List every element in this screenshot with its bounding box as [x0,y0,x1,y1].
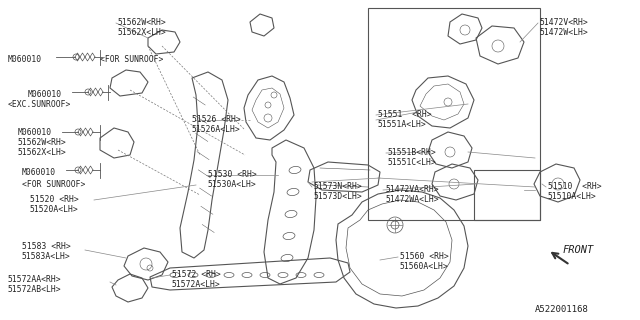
Text: 51572AB<LH>: 51572AB<LH> [8,285,61,294]
Text: M060010: M060010 [22,168,56,177]
Text: 51572A<LH>: 51572A<LH> [172,280,221,289]
Text: <FOR SUNROOF>: <FOR SUNROOF> [22,180,85,189]
Text: 51551C<LH>: 51551C<LH> [388,158,436,167]
Text: 51572AA<RH>: 51572AA<RH> [8,275,61,284]
Text: 51526A<LH>: 51526A<LH> [192,125,241,134]
Text: 51562W<RH>: 51562W<RH> [118,18,167,27]
Bar [474,170,540,220]
Text: 51530A<LH>: 51530A<LH> [208,180,257,189]
Text: <EXC.SUNROOF>: <EXC.SUNROOF> [8,100,72,109]
Text: M060010: M060010 [18,128,52,137]
Text: 51526 <RH>: 51526 <RH> [192,115,241,124]
Text: 51562X<LH>: 51562X<LH> [118,28,167,37]
Text: 51560 <RH>: 51560 <RH> [400,252,449,261]
Text: 51551  <RH>: 51551 <RH> [378,110,431,119]
Bar [368,8,540,220]
Text: 51562W<RH>: 51562W<RH> [18,138,67,147]
Text: 51583A<LH>: 51583A<LH> [22,252,71,261]
Text: 51573D<LH>: 51573D<LH> [314,192,363,201]
Text: 51520A<LH>: 51520A<LH> [30,205,79,214]
Text: 51560A<LH>: 51560A<LH> [400,262,449,271]
Text: 51573N<RH>: 51573N<RH> [314,182,363,191]
Text: FRONT: FRONT [563,245,595,255]
Text: 51562X<LH>: 51562X<LH> [18,148,67,157]
Text: 51472V<RH>: 51472V<RH> [540,18,589,27]
Text: M060010: M060010 [8,55,42,64]
Text: 51520 <RH>: 51520 <RH> [30,195,79,204]
Text: 51551A<LH>: 51551A<LH> [378,120,427,129]
Text: 51472WA<LH>: 51472WA<LH> [385,195,438,204]
Text: 51510  <RH>: 51510 <RH> [548,182,602,191]
Text: 51530 <RH>: 51530 <RH> [208,170,257,179]
Text: 51472W<LH>: 51472W<LH> [540,28,589,37]
Text: 51551B<RH>: 51551B<RH> [388,148,436,157]
Text: 51572 <RH>: 51572 <RH> [172,270,221,279]
Text: M060010: M060010 [28,90,62,99]
Text: 51510A<LH>: 51510A<LH> [548,192,596,201]
Text: A522001168: A522001168 [535,305,589,314]
Text: 51472VA<RH>: 51472VA<RH> [385,185,438,194]
Text: 51583 <RH>: 51583 <RH> [22,242,71,251]
Text: <FOR SUNROOF>: <FOR SUNROOF> [100,55,163,64]
